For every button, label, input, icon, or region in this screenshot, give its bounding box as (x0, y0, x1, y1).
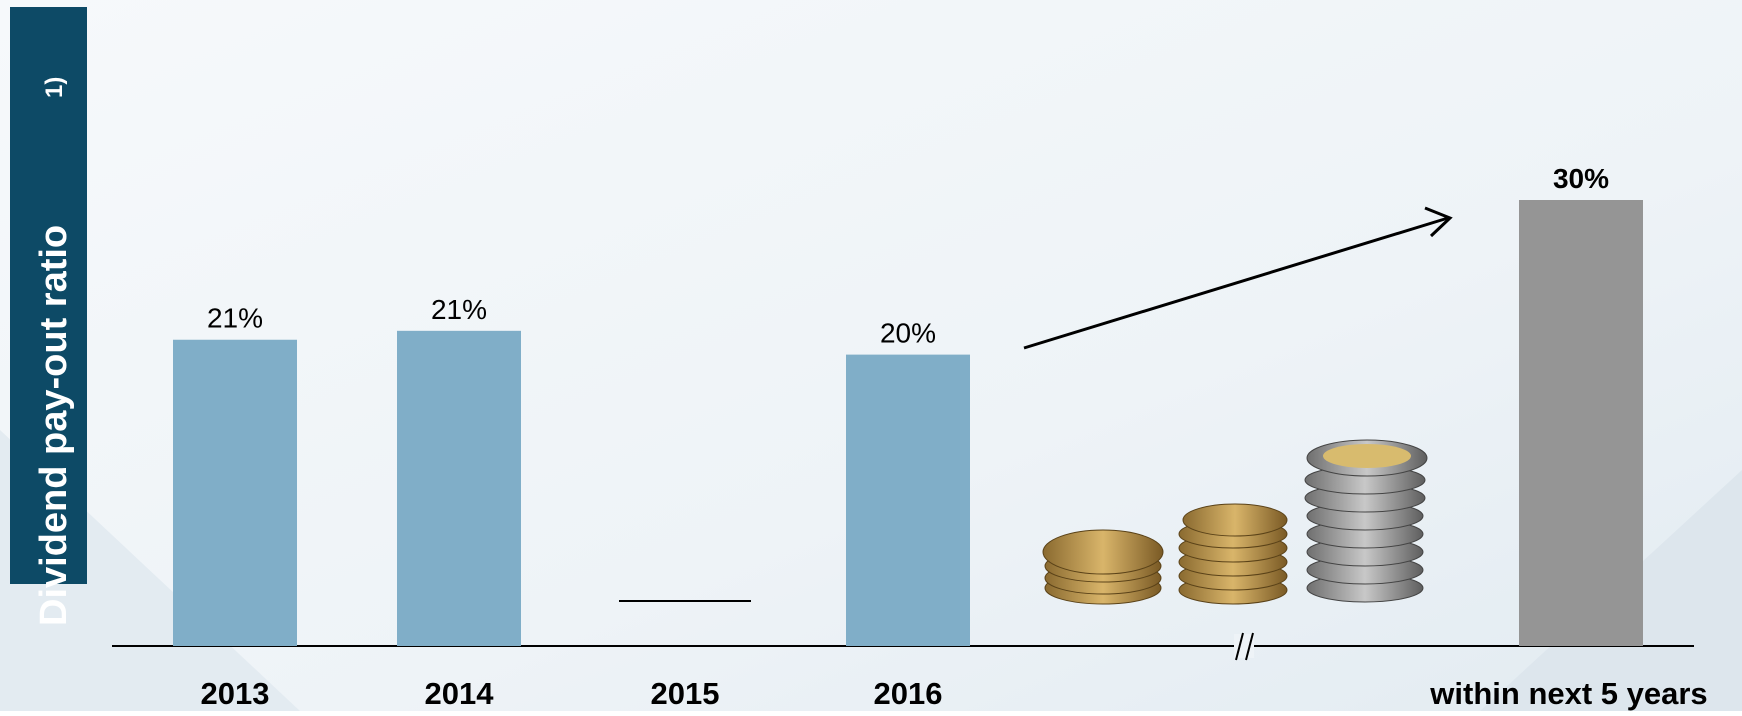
value-label: 21% (431, 294, 487, 325)
x-tick-label: 2014 (425, 676, 495, 711)
y-axis-title: Dividend pay-out ratio (33, 225, 75, 626)
bar (1519, 200, 1643, 646)
chart: Dividend pay-out ratio 1) 21% 2013 21% 2014… (0, 0, 1742, 711)
bar (397, 331, 521, 646)
x-tick-label: within next 5 years (1429, 676, 1707, 711)
value-label: 21% (207, 303, 263, 334)
value-label: 20% (880, 318, 936, 349)
bar (173, 340, 297, 646)
x-tick-label: 2015 (651, 676, 720, 711)
y-axis-title-note: 1) (41, 77, 68, 98)
axis-break (1234, 633, 1254, 660)
x-tick-label: 2016 (874, 676, 943, 711)
bar (846, 355, 970, 646)
x-tick-label: 2013 (201, 676, 270, 711)
value-label: 30% (1553, 163, 1609, 194)
